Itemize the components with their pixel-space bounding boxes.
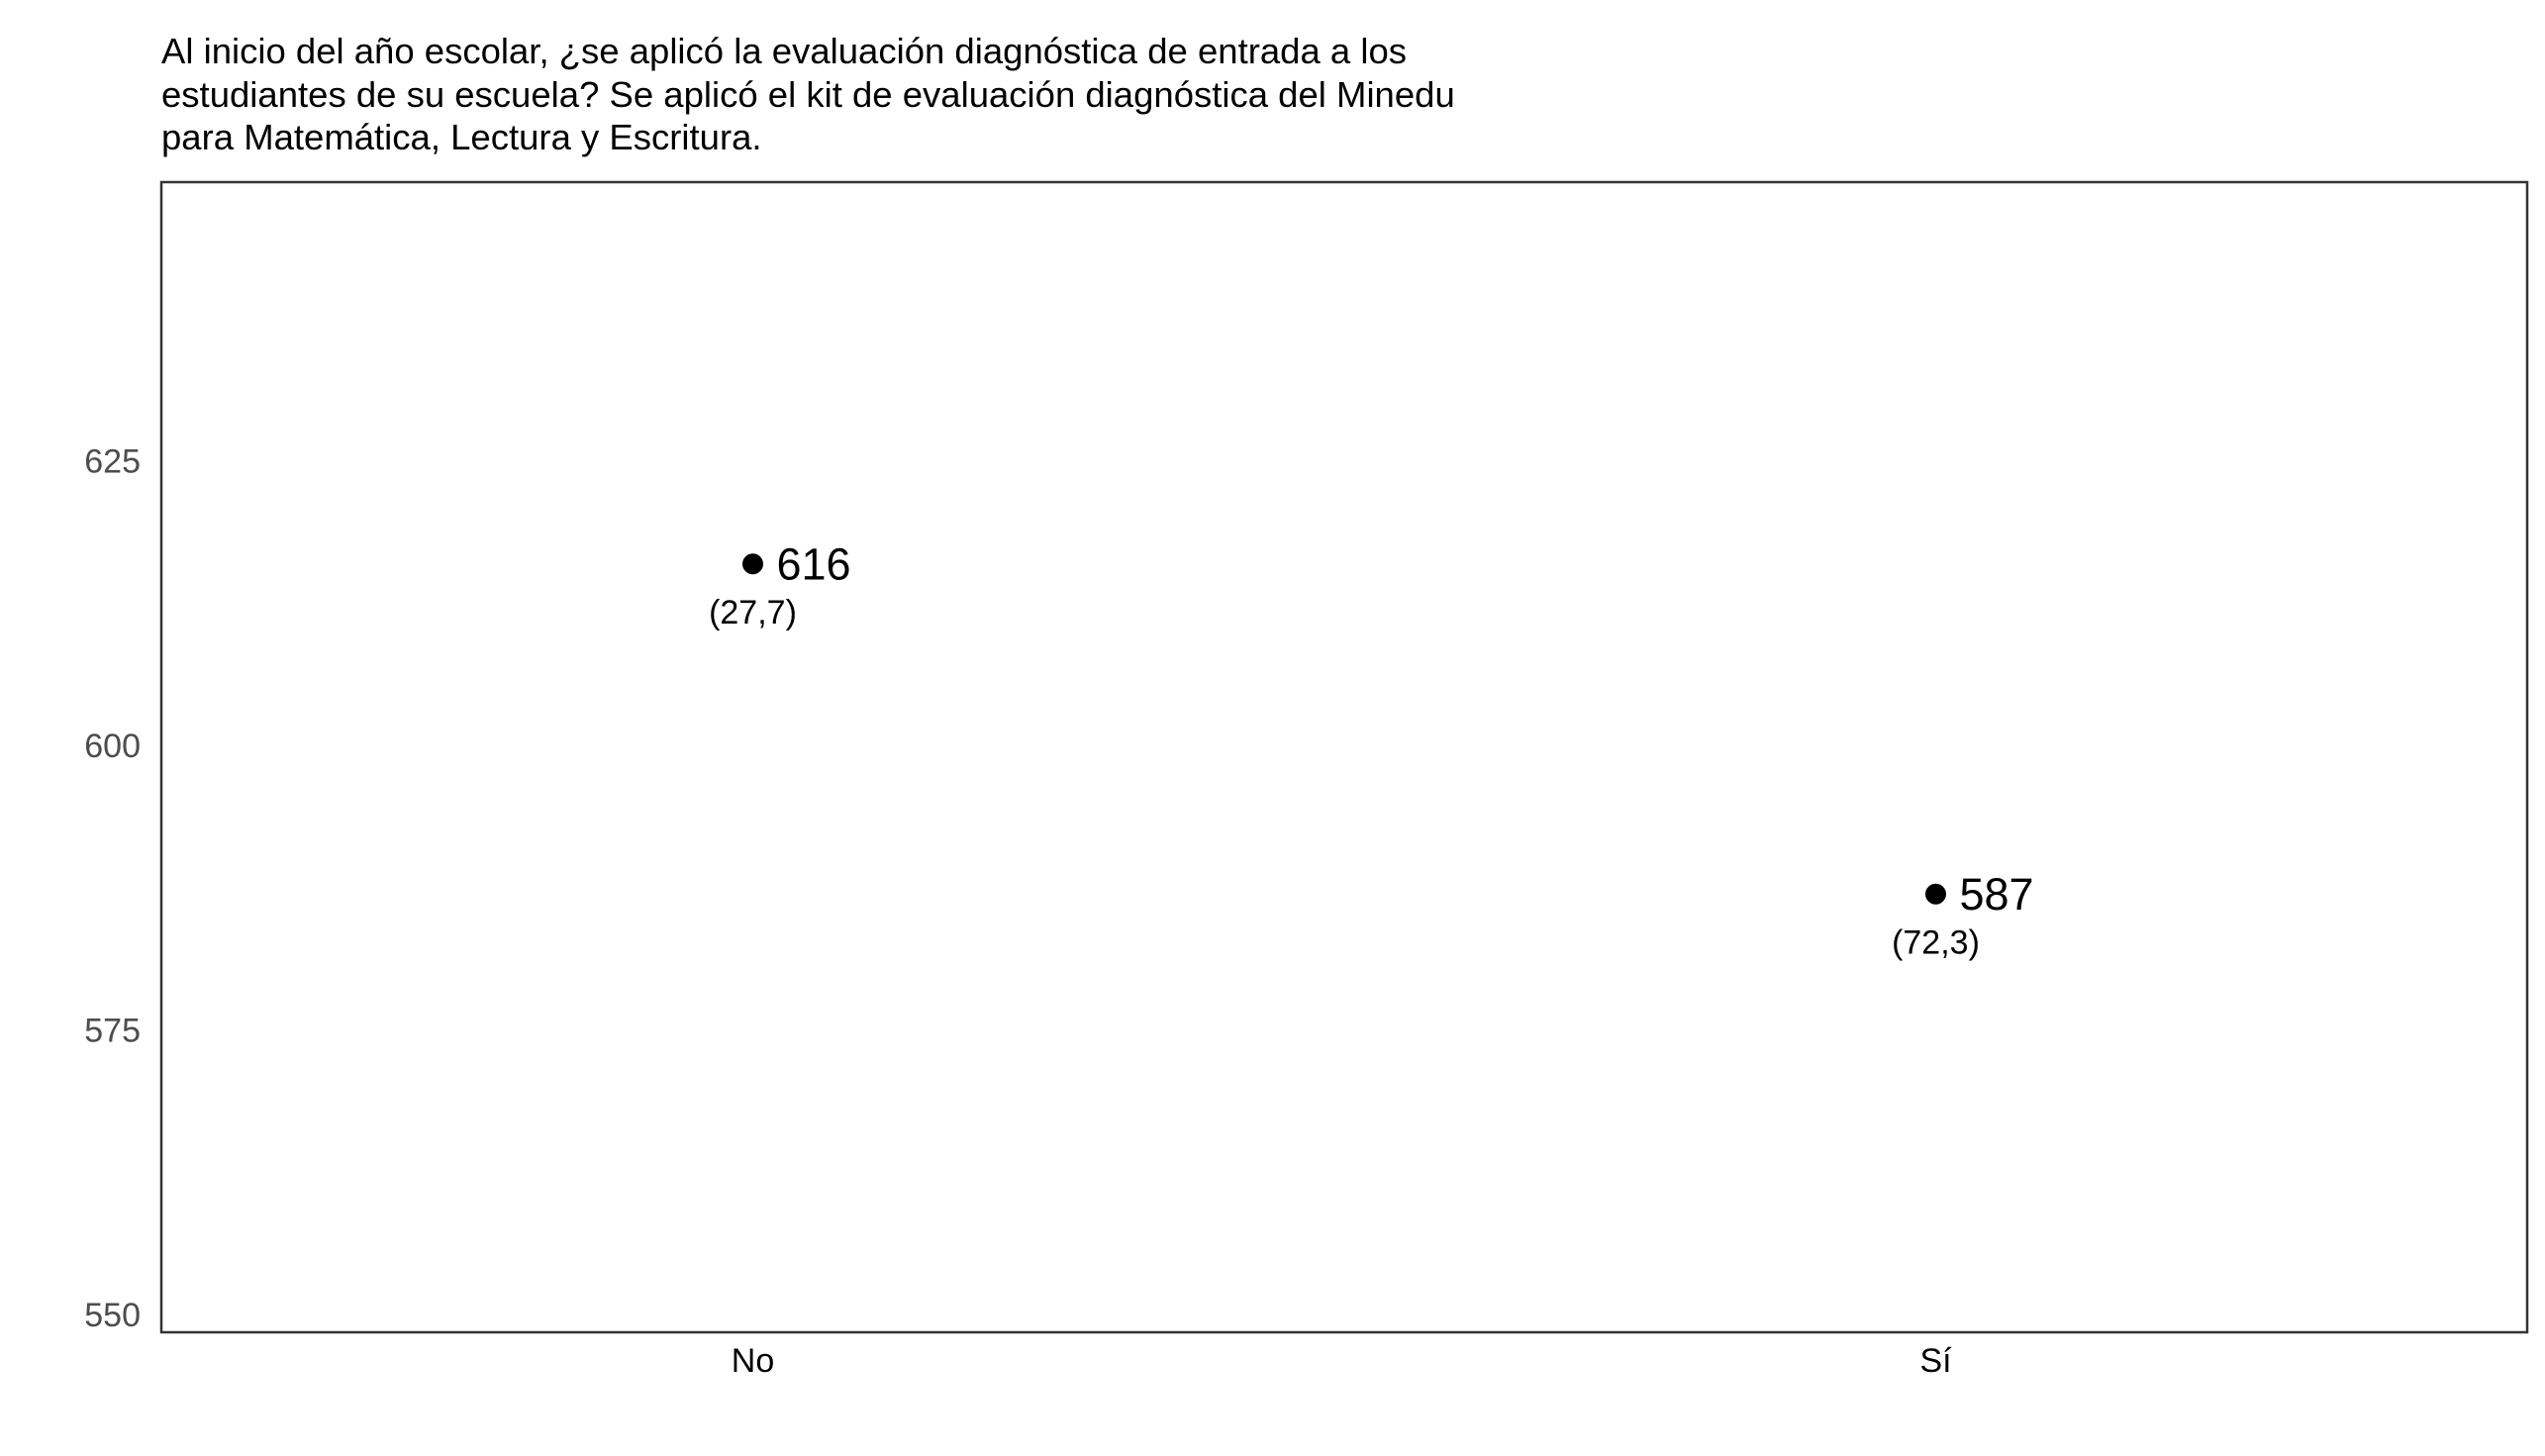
chart-title-line-3: para Matemática, Lectura y Escritura. <box>161 117 762 157</box>
chart-title-line-2: estudiantes de su escuela? Se aplicó el … <box>161 73 1455 115</box>
chart-title-line-1: Al inicio del año escolar, ¿se aplicó la… <box>161 31 1408 71</box>
x-tick-label: Sí <box>1919 1342 1952 1380</box>
y-tick-label: 625 <box>84 442 141 480</box>
chart-title: Al inicio del año escolar, ¿se aplicó la… <box>161 30 1646 159</box>
data-percent-label: (72,3) <box>1892 923 1980 961</box>
data-point <box>742 553 763 575</box>
y-tick-label: 600 <box>84 728 141 765</box>
data-value-label: 616 <box>777 538 851 589</box>
y-tick-label: 550 <box>84 1297 141 1334</box>
data-points: 616 (27,7) 587(72,3) <box>709 538 2034 961</box>
y-axis: 550 575 600 625 <box>84 442 141 1334</box>
data-point <box>1925 883 1946 905</box>
data-percent-label: (27,7) <box>709 594 797 631</box>
x-tick-label: No <box>732 1342 774 1380</box>
data-value-label: 587 <box>1960 869 2034 920</box>
plot-panel <box>159 180 2529 1334</box>
x-axis: No Sí <box>732 1342 1952 1380</box>
y-tick-label: 575 <box>84 1012 141 1049</box>
